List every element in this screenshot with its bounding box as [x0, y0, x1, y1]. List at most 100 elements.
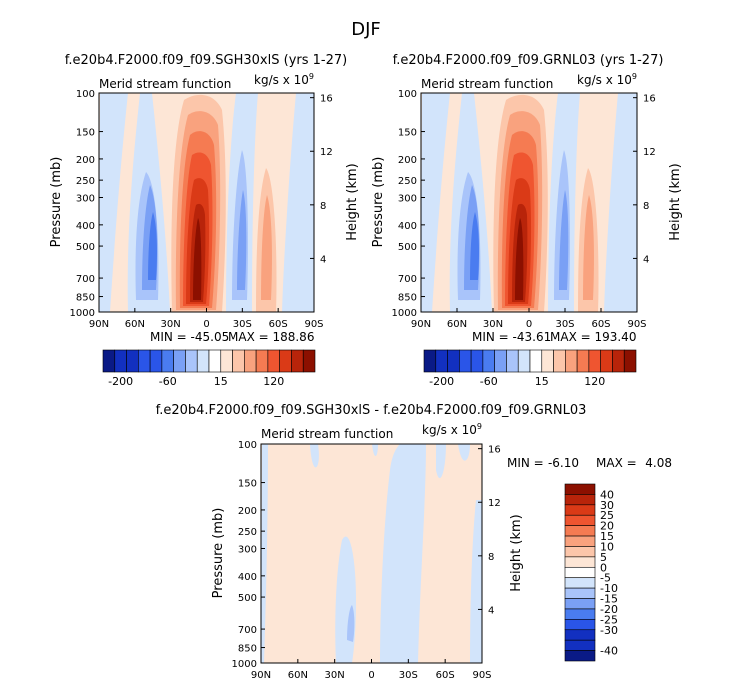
- contour-positive-7: [515, 218, 524, 300]
- colorbar-tick-label: -25: [600, 613, 618, 626]
- panel-left-subtitle: Merid stream function: [99, 77, 231, 91]
- colorbar-tick-label: 15: [600, 530, 614, 543]
- x-tick-label: 60N: [125, 319, 145, 330]
- contour-negative-2: [300, 444, 319, 468]
- colorbar-swatch: [423, 349, 437, 373]
- colorbar-swatch: [459, 349, 472, 373]
- y-tick-label: 500: [238, 593, 257, 604]
- panel-diff-max-label: MAX =: [596, 456, 637, 470]
- y-tick-label: 300: [76, 193, 95, 204]
- panel-left-colorbar: -200 -60 15 120: [102, 349, 316, 388]
- colorbar-swatch: [564, 525, 596, 537]
- colorbar-swatch: [185, 349, 198, 373]
- colorbar-swatch: [564, 577, 596, 589]
- colorbar-swatch: [291, 349, 304, 373]
- colorbar-tick-label: 40: [600, 488, 614, 501]
- x-tick-label: 90S: [472, 670, 491, 681]
- x-tick-label: 0: [368, 670, 374, 681]
- colorbar-swatch: [564, 556, 596, 568]
- y-right-tick-label: 4: [320, 254, 326, 265]
- colorbar-tick-label: 20: [600, 520, 614, 533]
- y-tick-label: 1000: [70, 308, 95, 319]
- y-right-tick-label: 16: [643, 94, 656, 105]
- colorbar-tick-label: -5: [600, 572, 611, 585]
- x-tick-label: 60S: [591, 319, 610, 330]
- colorbar-swatch: [564, 504, 596, 516]
- x-tick-label: 30S: [233, 319, 252, 330]
- panel-right-field: [421, 93, 637, 312]
- y-right-tick-label: 4: [488, 605, 494, 616]
- panel-right-max: MAX = 193.40: [550, 330, 636, 344]
- colorbar-swatch: [612, 349, 625, 373]
- contour-positive-7: [193, 218, 202, 300]
- colorbar-swatch: [623, 349, 637, 373]
- contour-negative-8: [458, 444, 470, 461]
- y-tick-label: 150: [398, 128, 417, 139]
- colorbar-swatch: [564, 598, 596, 610]
- panel-diff-field: [261, 444, 482, 663]
- colorbar-swatch: [564, 608, 596, 620]
- colorbar-tick-label: -20: [600, 603, 618, 616]
- y-right-tick-label: 16: [320, 94, 333, 105]
- colorbar-swatch: [173, 349, 186, 373]
- y-tick-label: 500: [398, 242, 417, 253]
- colorbar-swatch: [564, 650, 596, 662]
- panel-diff-units-exp: 9: [477, 422, 482, 431]
- contour-negative-7: [436, 444, 446, 479]
- colorbar-tick-label: -30: [600, 624, 618, 637]
- colorbar-swatch: [564, 494, 596, 506]
- x-tick-label: 0: [203, 319, 209, 330]
- y-right-tick-label: 12: [320, 147, 333, 158]
- contour-positive-9: [583, 195, 594, 300]
- panel-left: f.e20b4.F2000.f09_f09.SGH30xlS (yrs 1-27…: [49, 53, 360, 388]
- contour-negative-8: [282, 93, 314, 312]
- colorbar-swatch: [208, 349, 222, 373]
- colorbar-swatch: [564, 566, 596, 579]
- panel-right-units-base: kg/s x 10: [577, 73, 632, 87]
- panel-diff-ylabel-right: Height (km): [509, 514, 524, 591]
- y-right-tick-label: 8: [488, 552, 494, 563]
- y-tick-label: 100: [238, 440, 257, 451]
- colorbar-tick-label: -60: [480, 375, 498, 388]
- panel-right-min: MIN = -43.61: [472, 330, 551, 344]
- y-tick-label: 200: [398, 155, 417, 166]
- colorbar-tick-label: 120: [584, 375, 605, 388]
- panel-left-units: kg/s x 109: [254, 72, 314, 87]
- panel-diff-units: kg/s x 109: [422, 422, 482, 437]
- colorbar-tick-label: -60: [159, 375, 177, 388]
- plot-background: [261, 444, 482, 663]
- colorbar-swatch: [494, 349, 507, 373]
- panel-diff: f.e20b4.F2000.f09_f09.SGH30xlS - f.e20b4…: [156, 403, 672, 681]
- y-tick-label: 150: [238, 479, 257, 490]
- colorbar-swatch: [196, 349, 210, 373]
- contour-negative-5: [380, 444, 426, 663]
- colorbar-tick-label: 15: [535, 375, 549, 388]
- panel-diff-min-value: -6.10: [548, 456, 579, 470]
- panel-left-axes: 90N 60N 30N 0 30S 60S 90S 100 150 200 250 300 400 500…: [70, 89, 333, 330]
- x-tick-label: 0: [526, 319, 532, 330]
- colorbar-swatch: [102, 349, 116, 373]
- y-tick-label: 850: [76, 293, 95, 304]
- colorbar-swatch: [126, 349, 139, 373]
- y-tick-label: 400: [398, 221, 417, 232]
- figure-title: DJF: [351, 19, 381, 40]
- colorbar-swatch: [541, 349, 554, 373]
- panel-diff-units-base: kg/s x 10: [422, 423, 477, 437]
- x-tick-label: 30S: [399, 670, 418, 681]
- y-tick-label: 400: [76, 221, 95, 232]
- contour-negative-1: [261, 444, 268, 663]
- colorbar-tick-label: 30: [600, 499, 614, 512]
- y-tick-label: 100: [398, 89, 417, 100]
- panel-diff-max-value: 4.08: [645, 456, 672, 470]
- x-tick-label: 30N: [161, 319, 181, 330]
- panel-diff-subtitle: Merid stream function: [261, 427, 393, 441]
- panel-left-title: f.e20b4.F2000.f09_f09.SGH30xlS (yrs 1-27…: [65, 53, 347, 68]
- colorbar-swatch: [564, 629, 596, 641]
- y-tick-label: 250: [238, 527, 257, 538]
- colorbar-swatch: [553, 349, 566, 373]
- panel-right-units-exp: 9: [632, 72, 637, 81]
- y-tick-label: 850: [238, 644, 257, 655]
- contour-negative-4: [347, 605, 355, 642]
- colorbar-swatch: [482, 349, 495, 373]
- colorbar-tick-label: 5: [600, 551, 607, 564]
